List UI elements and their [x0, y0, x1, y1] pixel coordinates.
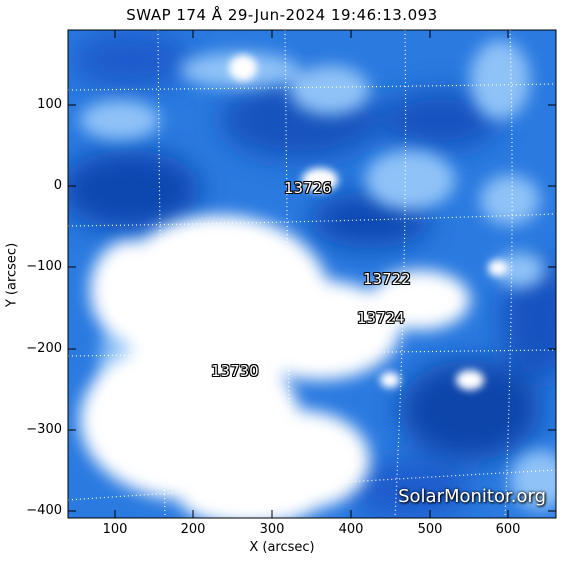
map-title: SWAP 174 Å 29-Jun-2024 19:46:13.093 — [126, 6, 438, 24]
y-tick-label: −400 — [26, 503, 62, 518]
x-tick-label: 100 — [102, 522, 128, 537]
region-label-13730: 13730 — [211, 362, 259, 380]
region-label-13724: 13724 — [357, 309, 405, 327]
y-tick-label: −100 — [26, 259, 62, 274]
x-tick-label: 600 — [495, 522, 521, 537]
bright-active-region — [80, 215, 470, 518]
y-tick-label: −200 — [26, 341, 62, 356]
y-tick-label: 0 — [53, 178, 62, 193]
region-label-13722: 13722 — [363, 270, 411, 288]
heliographic-grid — [68, 30, 556, 518]
x-tick-label: 400 — [338, 522, 364, 537]
euv-image — [68, 30, 556, 518]
x-tick-label: 300 — [259, 522, 285, 537]
x-tick-label: 500 — [417, 522, 443, 537]
region-label-13726: 13726 — [284, 179, 332, 197]
y-axis-title: Y (arcsec) — [4, 242, 20, 308]
y-tick-label: 100 — [37, 97, 62, 112]
dark-regions — [68, 30, 556, 518]
x-axis-title: X (arcsec) — [249, 540, 315, 555]
x-tick-label: 200 — [180, 522, 206, 537]
y-tick-label: −300 — [26, 422, 62, 437]
axis-ticks — [68, 30, 556, 518]
plot-frame — [67, 29, 557, 519]
watermark: SolarMonitor.org — [398, 486, 546, 507]
bright-points — [229, 55, 508, 390]
